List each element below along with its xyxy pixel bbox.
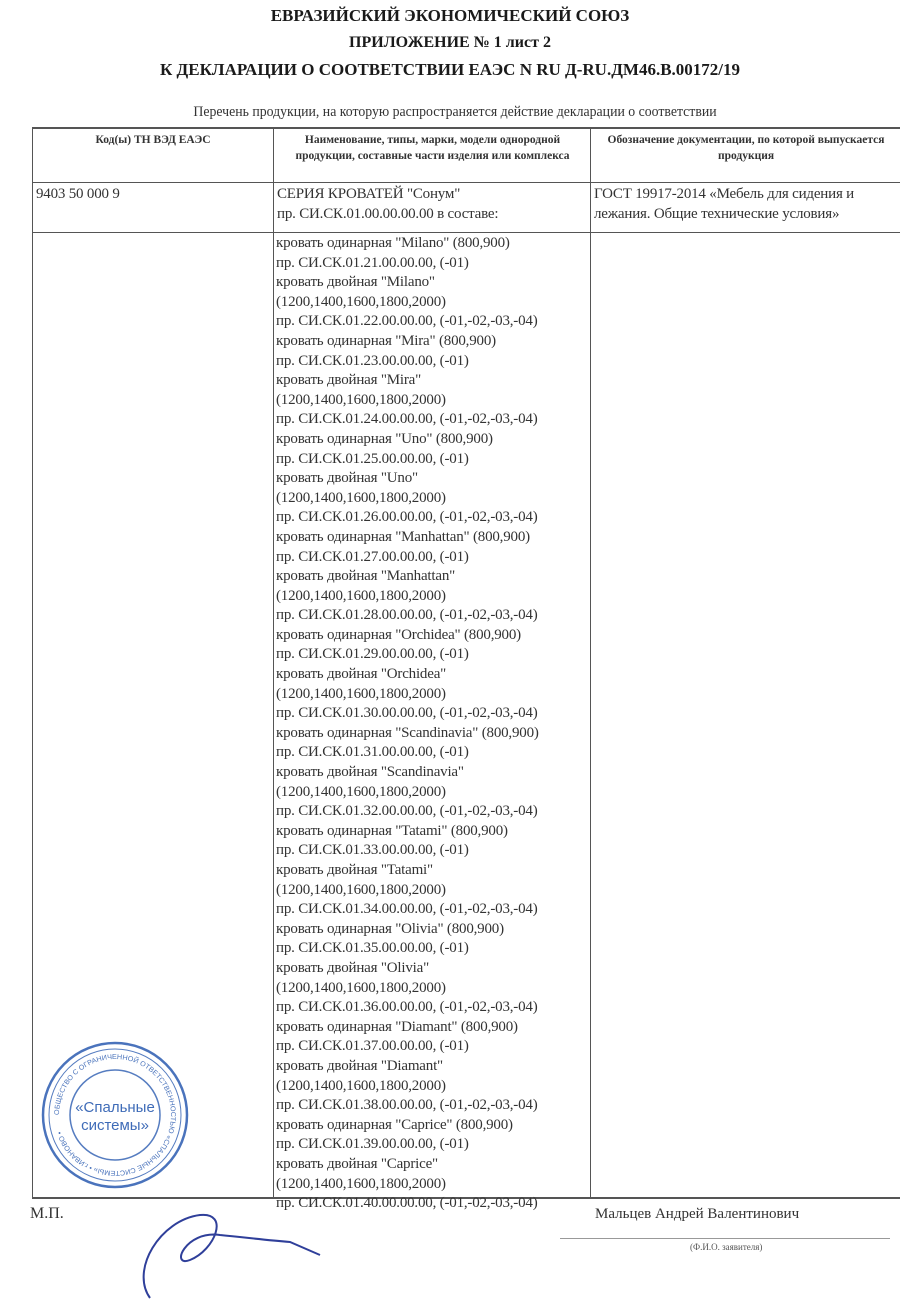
seal-place-label: М.П. [30,1205,64,1222]
product-item-line: пр. СИ.СК.01.25.00.00.00, (-01) [276,450,469,467]
product-item-line: (1200,1400,1600,1800,2000) [276,685,446,702]
product-item-line: кровать одинарная "Scandinavia" (800,900… [276,724,539,741]
svg-text:системы»: системы» [81,1117,149,1134]
product-item-line: кровать одинарная "Olivia" (800,900) [276,920,504,937]
series-code: пр. СИ.СК.01.00.00.00.00 в составе: [277,205,499,222]
product-item-line: пр. СИ.СК.01.34.00.00.00, (-01,-02,-03,-… [276,901,538,918]
product-item-line: пр. СИ.СК.01.22.00.00.00, (-01,-02,-03,-… [276,313,538,330]
product-item-line: кровать одинарная "Orchidea" (800,900) [276,626,521,643]
product-item-line: пр. СИ.СК.01.31.00.00.00, (-01) [276,744,469,761]
product-item-line: кровать двойная "Mira" [276,372,422,389]
product-item-line: кровать одинарная "Uno" (800,900) [276,430,493,447]
product-item-line: пр. СИ.СК.01.26.00.00.00, (-01,-02,-03,-… [276,509,538,526]
product-item-line: пр. СИ.СК.01.32.00.00.00, (-01,-02,-03,-… [276,803,538,820]
table-border-top [32,127,900,129]
product-item-line: кровать двойная "Tatami" [276,862,433,878]
table-divider [32,182,900,183]
product-items-list: кровать одинарная "Milano" (800,900) пр. … [276,234,588,1214]
product-item-line: (1200,1400,1600,1800,2000) [276,783,446,800]
product-item-line: кровать двойная "Diamant" [276,1057,443,1074]
product-item-line: (1200,1400,1600,1800,2000) [276,979,446,996]
column-divider [273,127,274,1198]
product-item-line: (1200,1400,1600,1800,2000) [276,1077,446,1094]
product-item-line: пр. СИ.СК.01.35.00.00.00, (-01) [276,940,469,957]
signature-icon [142,1213,321,1299]
product-item-line: кровать одинарная "Mira" (800,900) [276,332,496,349]
product-item-line: (1200,1400,1600,1800,2000) [276,489,446,506]
column-header-code: Код(ы) ТН ВЭД ЕАЭС [95,134,211,146]
product-item-line: пр. СИ.СК.01.27.00.00.00, (-01) [276,548,469,565]
product-item-line: пр. СИ.СК.01.36.00.00.00, (-01,-02,-03,-… [276,999,538,1016]
product-item-line: кровать двойная "Orchidea" [276,666,447,683]
product-item-line: кровать двойная "Uno" [276,470,418,487]
product-item-line: кровать одинарная "Tatami" (800,900) [276,822,508,839]
product-item-line: кровать одинарная "Manhattan" (800,900) [276,528,530,545]
signer-name: Мальцев Андрей Валентинович [595,1206,800,1222]
declaration-number: К ДЕКЛАРАЦИИ О СООТВЕТСТВИИ ЕАЭС N RU Д-… [159,60,741,79]
product-item-line: (1200,1400,1600,1800,2000) [276,881,446,898]
column-header-doc: Обозначение документации, по которой вып… [607,134,885,162]
product-item-line: кровать двойная "Milano" [276,274,435,291]
standard-doc: ГОСТ 19917-2014 «Мебель для сидения и ле… [594,186,855,222]
union-title: ЕВРАЗИЙСКИЙ ЭКОНОМИЧЕСКИЙ СОЮЗ [270,6,630,25]
svg-text:«Спальные: «Спальные [75,1099,155,1116]
table-border-left [32,127,33,1198]
product-item-line: пр. СИ.СК.01.28.00.00.00, (-01,-02,-03,-… [276,607,538,624]
tn-ved-code: 9403 50 000 9 [36,186,120,202]
series-name: СЕРИЯ КРОВАТЕЙ "Сонум" [277,186,461,202]
list-subtitle: Перечень продукции, на которую распростр… [193,104,717,120]
product-item-line: пр. СИ.СК.01.23.00.00.00, (-01) [276,352,469,369]
product-item-line: пр. СИ.СК.01.40.00.00.00, (-01,-02,-03,-… [276,1195,538,1212]
product-item-line: пр. СИ.СК.01.30.00.00.00, (-01,-02,-03,-… [276,705,538,722]
product-item-line: кровать одинарная "Diamant" (800,900) [276,1018,518,1035]
signature-line [560,1238,890,1239]
column-header-name: Наименование, типы, марки, модели одноро… [295,134,570,162]
product-item-line: (1200,1400,1600,1800,2000) [276,293,446,310]
table-divider [32,232,900,233]
product-item-line: кровать двойная "Olivia" [276,959,430,976]
product-item-line: кровать одинарная "Caprice" (800,900) [276,1116,513,1133]
product-item-line: пр. СИ.СК.01.33.00.00.00, (-01) [276,842,469,859]
fio-caption: (Ф.И.О. заявителя) [690,1242,763,1252]
product-item-line: кровать двойная "Scandinavia" [276,764,464,781]
product-item-line: пр. СИ.СК.01.21.00.00.00, (-01) [276,254,469,271]
product-item-line: (1200,1400,1600,1800,2000) [276,391,446,408]
product-item-line: (1200,1400,1600,1800,2000) [276,1175,446,1192]
appendix-title: ПРИЛОЖЕНИЕ № 1 лист 2 [349,34,551,51]
company-stamp-icon: ОБЩЕСТВО С ОГРАНИЧЕННОЙ ОТВЕТСТВЕННОСТЬЮ… [41,1041,189,1189]
product-item-line: пр. СИ.СК.01.29.00.00.00, (-01) [276,646,469,663]
product-item-line: пр. СИ.СК.01.38.00.00.00, (-01,-02,-03,-… [276,1097,538,1114]
product-item-line: пр. СИ.СК.01.24.00.00.00, (-01,-02,-03,-… [276,411,538,428]
product-item-line: (1200,1400,1600,1800,2000) [276,587,446,604]
product-item-line: пр. СИ.СК.01.39.00.00.00, (-01) [276,1136,469,1153]
product-item-line: кровать двойная "Caprice" [276,1155,438,1172]
product-item-line: кровать двойная "Manhattan" [276,568,456,585]
product-item-line: кровать одинарная "Milano" (800,900) [276,235,510,251]
table-border-bottom [32,1197,900,1199]
product-item-line: пр. СИ.СК.01.37.00.00.00, (-01) [276,1038,469,1055]
column-divider [590,127,591,1198]
